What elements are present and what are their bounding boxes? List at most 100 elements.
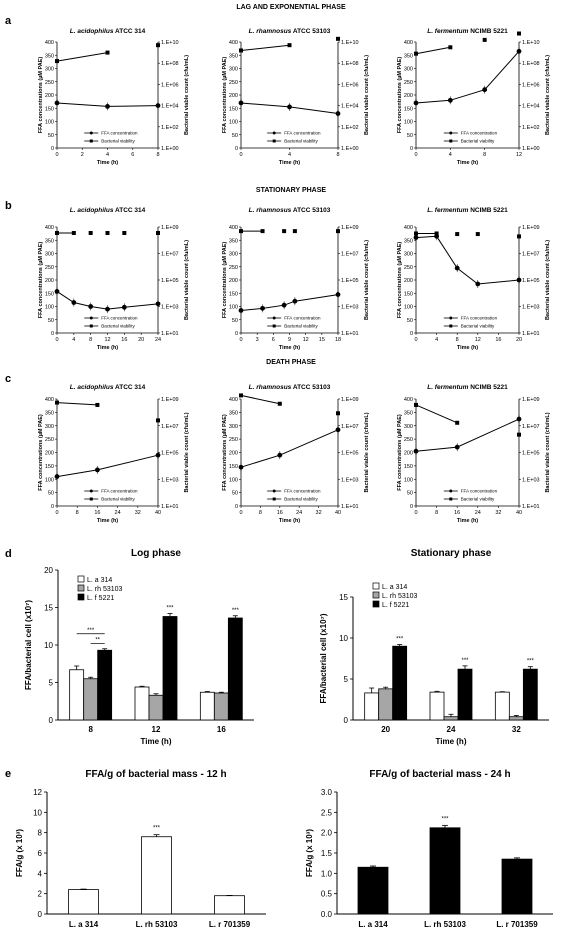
y2-axis-label: Bacterial viable count (cfu/mL)	[364, 412, 370, 492]
ffa-series-line	[415, 50, 520, 104]
y-tick-label: 5	[344, 675, 349, 684]
y-tick-label: 300	[404, 424, 413, 430]
y-tick-label: 2	[38, 890, 43, 899]
y2-tick-label: 1.E+07	[341, 252, 359, 258]
panel-title: L. rhamnosus ATCC 53103	[249, 28, 331, 35]
x-tick-label: 16	[121, 337, 127, 343]
bar	[162, 616, 178, 721]
viability-series-line	[240, 394, 280, 405]
y-tick-label: 150	[404, 464, 413, 470]
x-tick-label: 18	[335, 337, 341, 343]
strain-name: ATCC 314	[113, 28, 145, 35]
y-tick-label: 300	[45, 67, 54, 73]
panel-letter-b: b	[5, 200, 12, 212]
y-tick-label: 350	[229, 238, 238, 244]
x-tick-label: L. rh 53103	[424, 920, 466, 929]
y-tick-label: 350	[404, 238, 413, 244]
legend-ffa-label: FFA concentration	[101, 316, 138, 321]
x-tick-label: 12	[475, 337, 481, 343]
viability-point	[292, 229, 297, 234]
viability-point	[239, 229, 243, 234]
y2-tick-label: 1.E+10	[341, 40, 359, 46]
species-name: L. rhamnosus	[249, 384, 292, 391]
y-axis-label: FFA concentrations (µM PAE)	[397, 57, 403, 134]
y2-tick-label: 1.E+03	[341, 305, 359, 311]
y2-axis-label: Bacterial viable count (cfu/mL)	[364, 240, 370, 320]
y-tick-label: 250	[45, 437, 54, 443]
y-tick-label: 100	[404, 120, 413, 126]
line-panel-a1: L. acidophilus ATCC 314 0 50 100 150 200 250 30…	[38, 28, 190, 166]
y2-tick-label: 1.E+03	[161, 305, 179, 311]
x-tick-label: 9	[288, 337, 291, 343]
viability-point	[414, 402, 418, 407]
chart-title: FFA/g of bacterial mass - 24 h	[369, 769, 510, 780]
bar	[357, 866, 389, 915]
line-panel-b2: L. rhamnosus ATCC 5310305010015020025030…	[222, 207, 370, 351]
legend-swatch	[372, 591, 380, 599]
y-tick-label: 6	[38, 849, 43, 858]
viability-point	[55, 230, 59, 235]
y2-tick-label: 1.E+04	[161, 104, 179, 110]
x-tick-label: 8	[483, 152, 486, 158]
y2-tick-label: 1.E+10	[161, 40, 179, 46]
y-tick-label: 350	[404, 410, 413, 416]
legend-viability-marker	[272, 497, 276, 501]
bar	[97, 649, 113, 721]
x-tick-label: 0	[55, 510, 58, 516]
x-axis-label: Time (h)	[457, 345, 478, 351]
y2-tick-label: 1.E+01	[341, 331, 359, 337]
y2-tick-label: 1.E+05	[522, 451, 540, 457]
y-tick-label: 100	[229, 120, 238, 126]
y-axis-label: FFA/g (x 10³)	[15, 829, 24, 877]
viability-point	[55, 400, 59, 405]
y-tick-label: 0	[51, 504, 54, 510]
bar	[429, 691, 445, 721]
panel-title: L. fermentum NCIMB 5221	[427, 28, 508, 35]
x-tick-label: 0	[414, 510, 417, 516]
viability-series-line	[415, 46, 451, 55]
bar	[69, 669, 85, 721]
x-tick-label: 4	[435, 337, 438, 343]
ffa-series-line	[415, 235, 520, 285]
x-tick-label: 0	[414, 337, 417, 343]
y-tick-label: 250	[229, 437, 238, 443]
x-tick-label: 16	[454, 510, 460, 516]
species-name: L. fermentum	[427, 384, 468, 391]
x-tick-label: 32	[512, 725, 521, 734]
x-tick-label: L. r 701359	[209, 920, 251, 929]
y-tick-label: 200	[404, 451, 413, 457]
x-tick-label: 15	[319, 337, 325, 343]
bar	[214, 895, 245, 915]
legend-viability-label: Bacterial viability	[461, 497, 495, 502]
viability-point	[55, 59, 59, 64]
legend-ffa-marker	[449, 489, 453, 493]
panel-title: L. acidophilus ATCC 314	[70, 28, 146, 35]
y-tick-label: 250	[404, 437, 413, 443]
y-tick-label: 2.0	[321, 829, 333, 838]
strain-name: NCIMB 5221	[468, 384, 508, 391]
y-tick-label: 150	[45, 464, 54, 470]
x-tick-label: 40	[155, 510, 161, 516]
y2-tick-label: 1.E+05	[522, 278, 540, 284]
x-axis-label: Time (h)	[457, 518, 478, 524]
x-axis-label: Time (h)	[97, 160, 118, 166]
y-tick-label: 150	[45, 291, 54, 297]
strain-name: ATCC 53103	[291, 384, 330, 391]
x-axis-label: Time (h)	[97, 518, 118, 524]
y-tick-label: 50	[48, 133, 54, 139]
y-axis-label: FFA concentrations (µM PAE)	[397, 414, 403, 491]
y2-tick-label: 1.E+05	[161, 451, 179, 457]
panel-title: L. acidophilus ATCC 314	[70, 384, 146, 391]
y2-tick-label: 1.E+09	[341, 225, 359, 231]
legend-ffa-label: FFA concentration	[461, 131, 498, 136]
x-tick-label: 12	[152, 725, 161, 734]
y2-tick-label: 1.E+02	[341, 125, 359, 131]
bar-panel-d2: Stationary phase 0 5 10 15 20 24 32 *** *** *** L. …	[319, 548, 549, 746]
x-tick-label: L. r 701359	[496, 920, 538, 929]
y2-tick-label: 1.E+07	[161, 252, 179, 258]
bar	[392, 645, 408, 721]
y2-tick-label: 1.E+01	[161, 331, 179, 337]
y2-tick-label: 1.E+06	[522, 82, 540, 88]
x-tick-label: 4	[288, 152, 291, 158]
panel-letter-e: e	[5, 768, 11, 780]
